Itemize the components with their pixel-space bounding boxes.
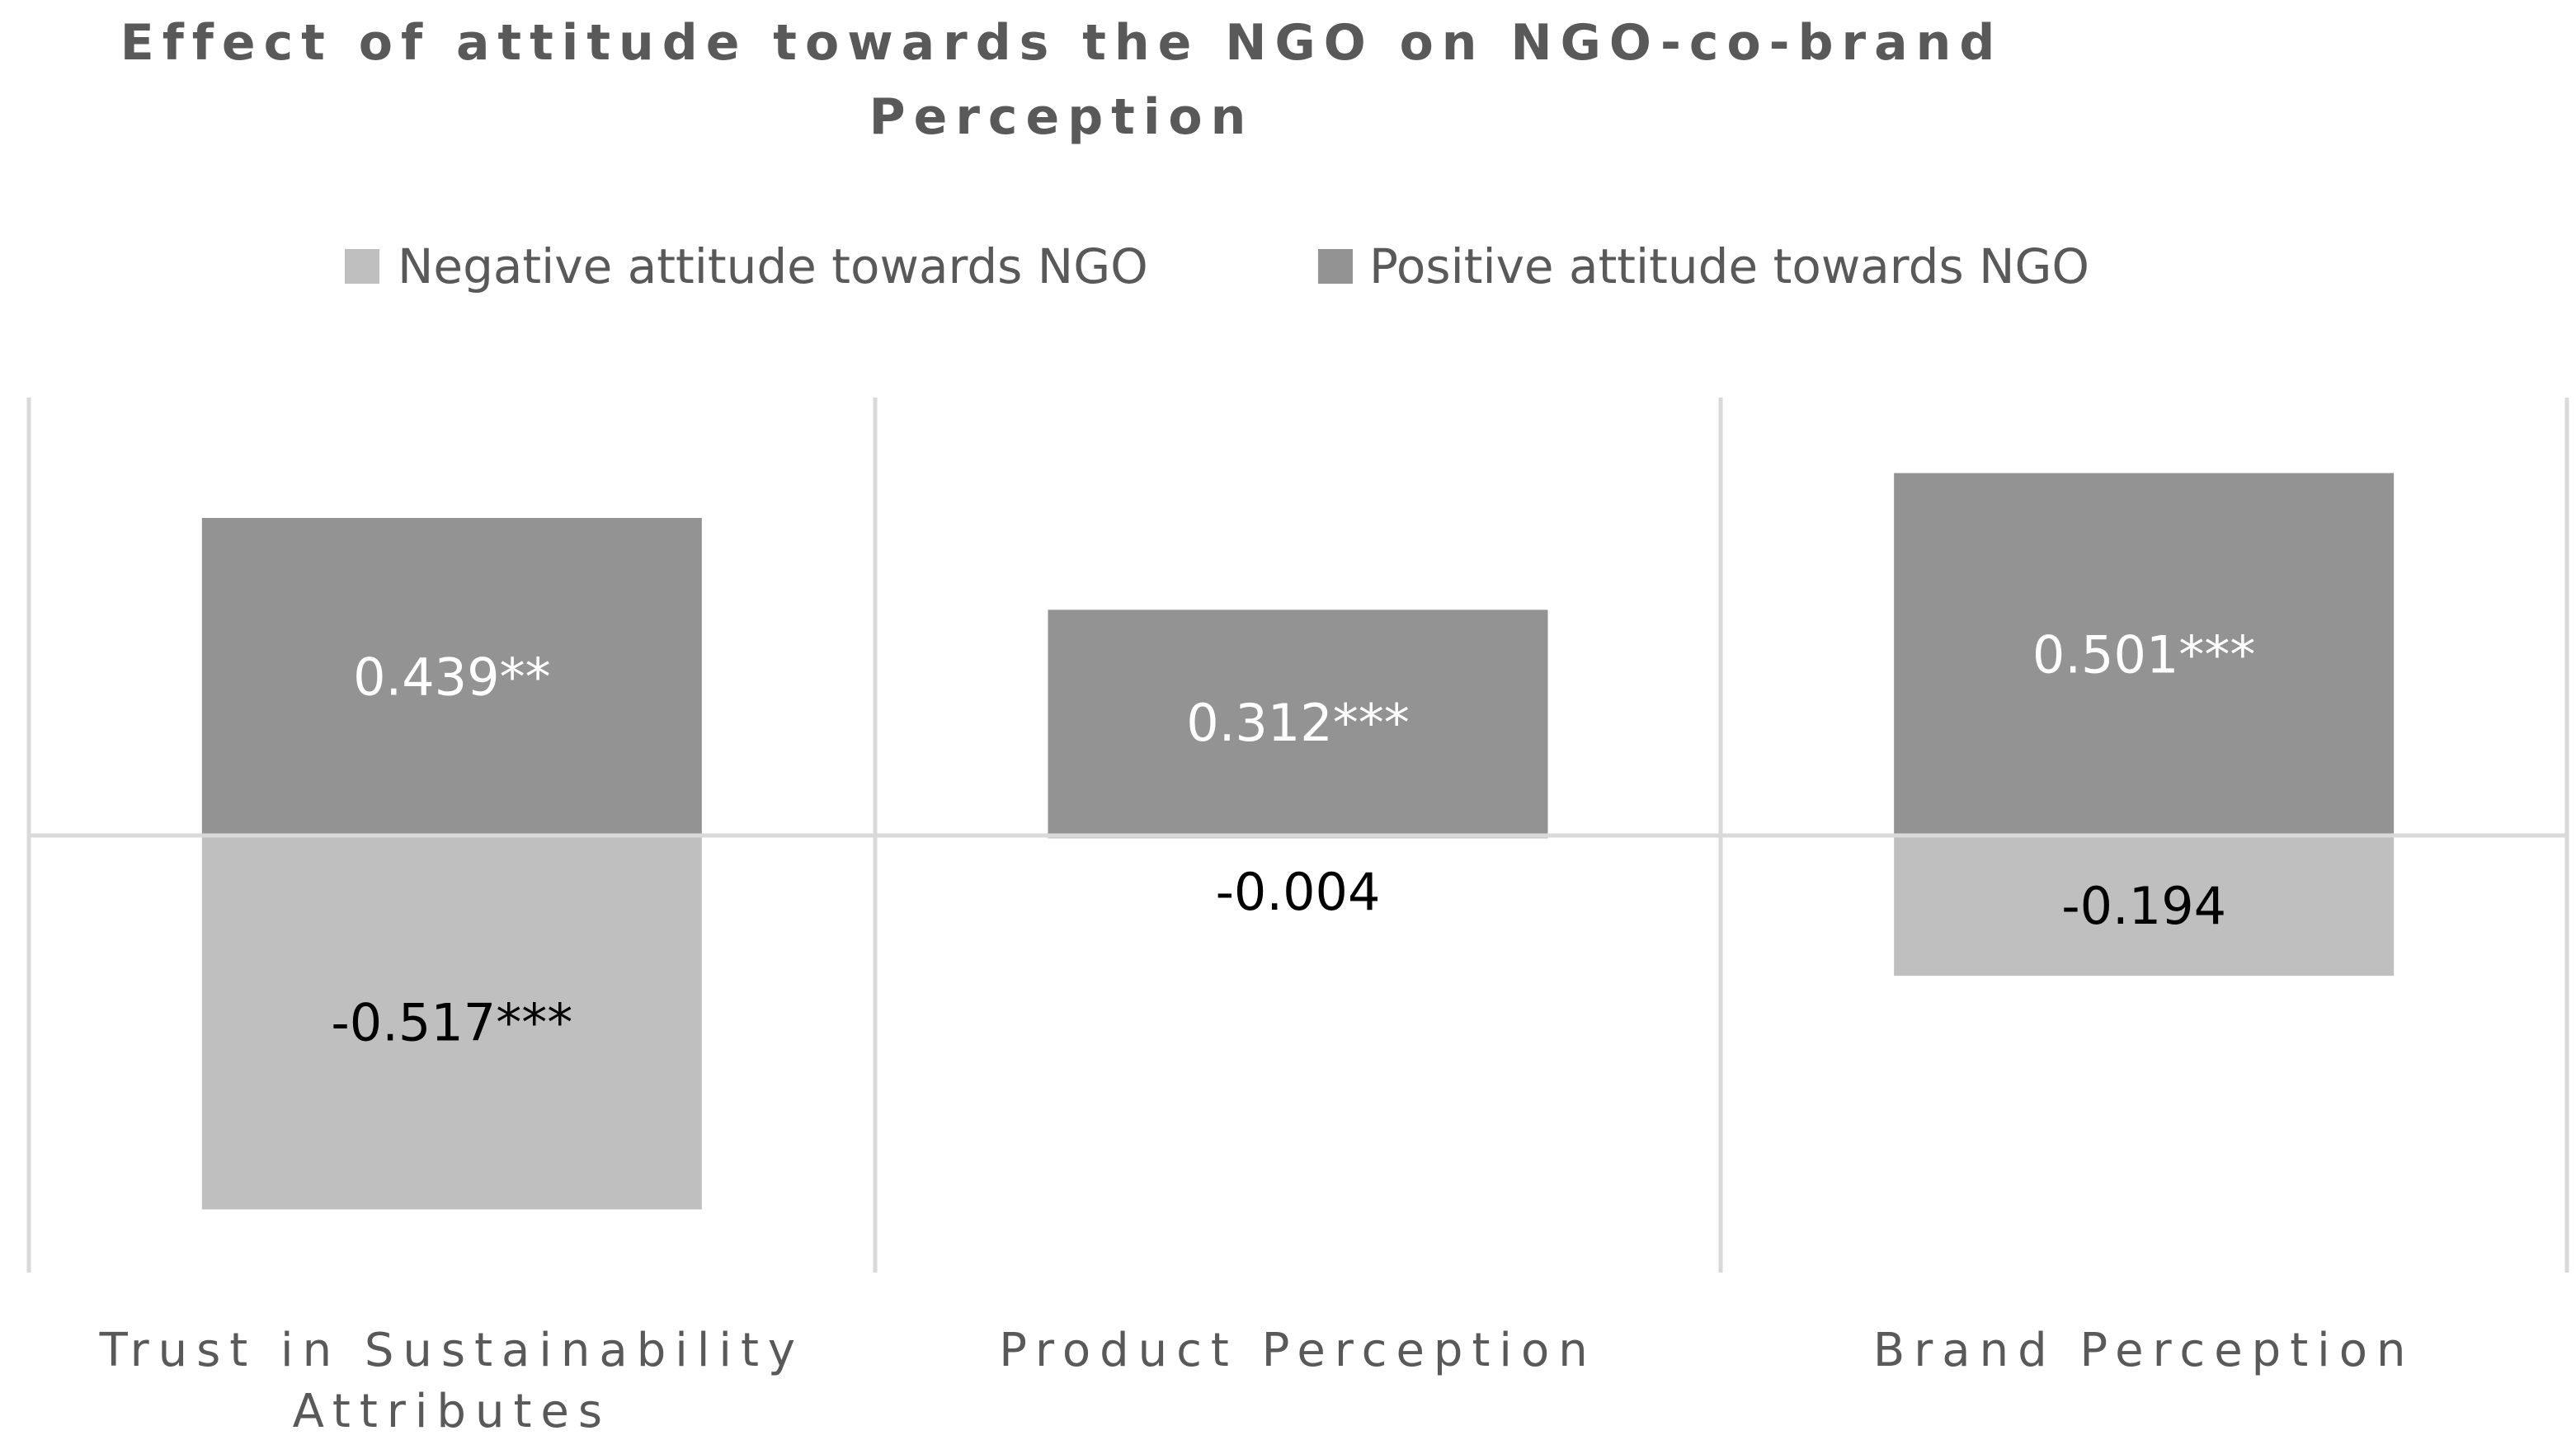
chart-title: Effect of attitude towards the NGO on NG… (120, 14, 2004, 146)
bars (201, 473, 2395, 1210)
data-label: -0.194 (2061, 876, 2226, 936)
data-label: -0.517*** (331, 993, 572, 1053)
category-labels: Trust in Sustainability Attributes Product… (99, 1324, 2415, 1438)
chart-title-line: Perception (869, 88, 1255, 146)
legend: Negative attitude towards NGO Positive at… (345, 238, 2089, 294)
bar (1894, 835, 2395, 976)
legend-item: Negative attitude towards NGO (345, 238, 1148, 294)
bar (1894, 473, 2395, 835)
category-label: Brand Perception (1873, 1324, 2415, 1377)
legend-label: Positive attitude towards NGO (1369, 238, 2089, 294)
category-label: Product Perception (999, 1324, 1597, 1377)
legend-swatch (345, 249, 379, 284)
category-label: Trust in Sustainability (99, 1324, 804, 1377)
bar (201, 835, 702, 1210)
legend-item: Positive attitude towards NGO (1318, 238, 2089, 294)
bar (1048, 609, 1548, 835)
data-label: -0.004 (1216, 862, 1381, 922)
legend-swatch (1318, 249, 1353, 284)
data-labels: -0.517*** 0.439** -0.004 0.312*** -0.194 0.50… (331, 624, 2255, 1052)
legend-label: Negative attitude towards NGO (398, 238, 1148, 294)
data-label: 0.312*** (1186, 693, 1410, 753)
chart-title-line: Effect of attitude towards the NGO on NG… (120, 14, 2004, 72)
data-label: 0.439** (353, 647, 551, 707)
data-label: 0.501*** (2032, 624, 2256, 685)
bar (201, 517, 702, 835)
category-label: Attributes (293, 1385, 611, 1438)
